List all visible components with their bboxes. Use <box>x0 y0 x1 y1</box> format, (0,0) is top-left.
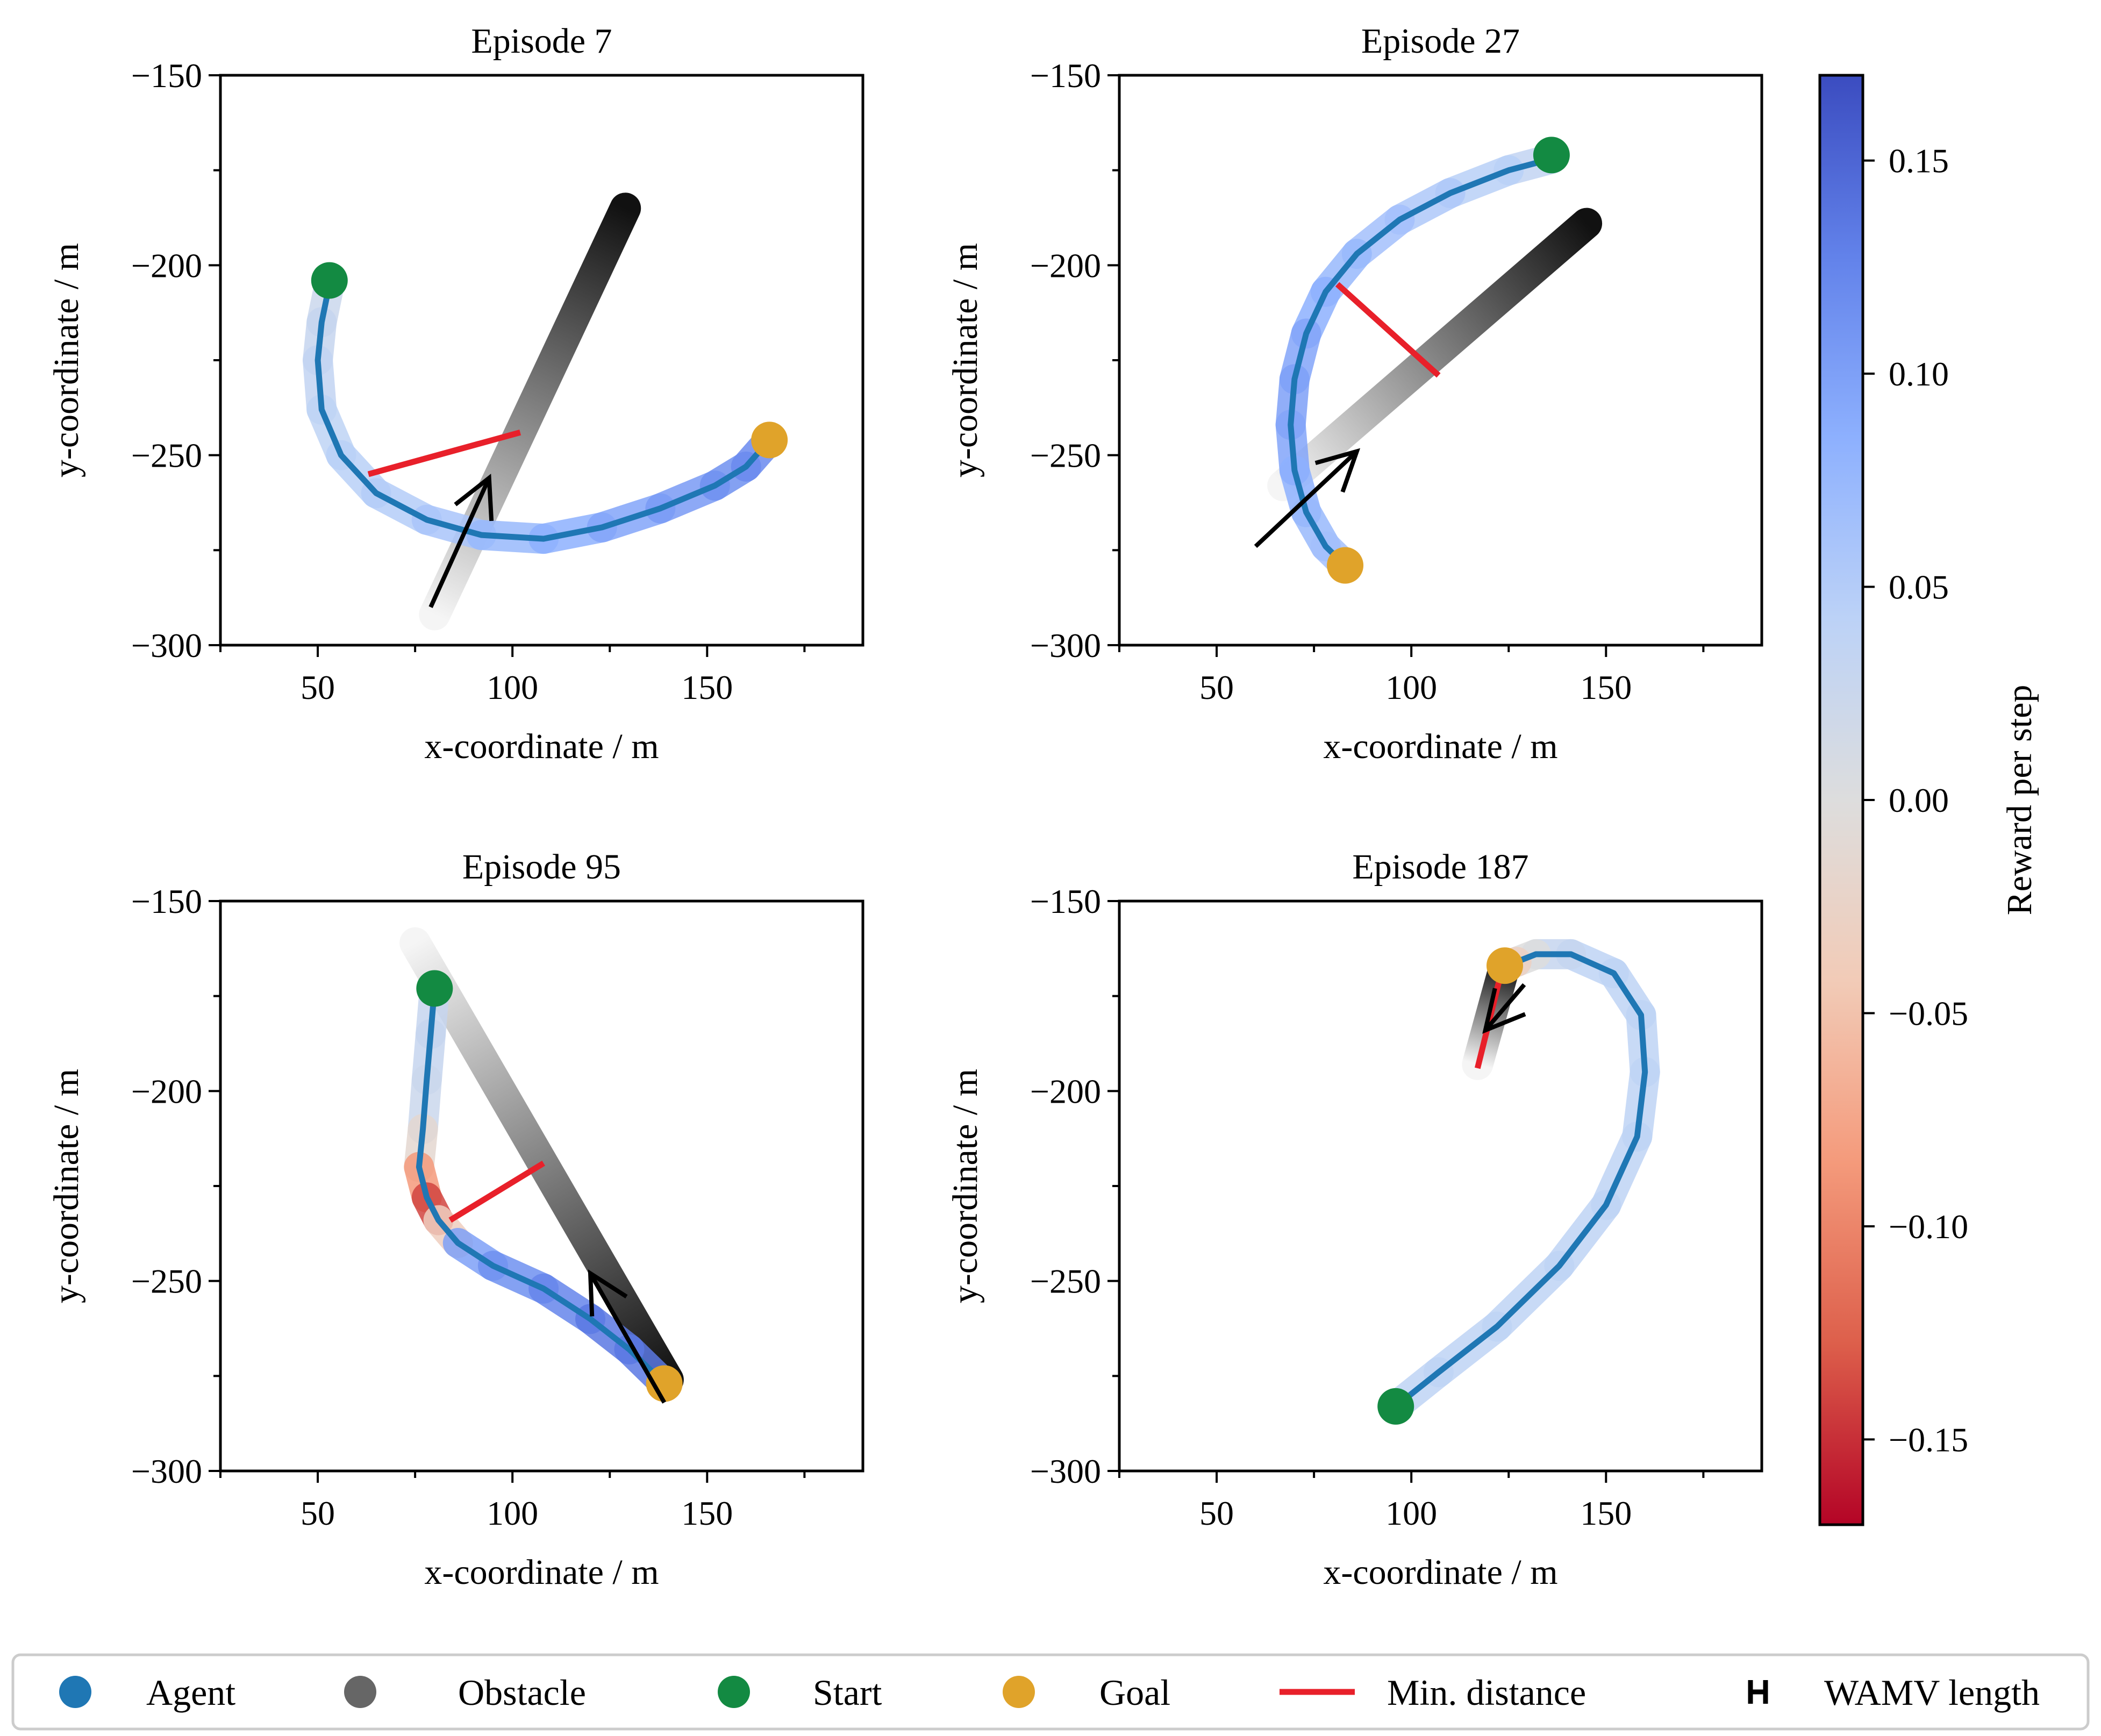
panel-episode-1: 50 100 150 −150 −200 −250 −300 Episode 27 x-coor… <box>946 22 1763 766</box>
colorbar-label: Reward per step <box>2000 685 2039 916</box>
panel-title: Episode 187 <box>1352 847 1528 887</box>
heading-arrowhead <box>1314 448 1361 493</box>
min-distance-line <box>1335 282 1441 378</box>
x-axis-label: x-coordinate / m <box>1323 727 1557 766</box>
y-axis-label: y-coordinate / m <box>946 243 985 477</box>
legend-label: WAMV length <box>1824 1672 2040 1713</box>
x-tick-label: 100 <box>487 1494 538 1532</box>
agent-path <box>1288 156 1555 569</box>
panel-episode-2: 50 100 150 −150 −200 −250 −300 Episode 95 x-coor… <box>47 847 864 1592</box>
panel-title: Episode 7 <box>471 22 612 61</box>
panel-episode-0: 50 100 150 −150 −200 −250 −300 Episode 7 x-coord… <box>47 22 864 766</box>
y-axis-label: y-coordinate / m <box>946 1069 985 1303</box>
heading-arrowhead <box>588 1269 628 1317</box>
legend-marker-2 <box>718 1676 750 1708</box>
x-tick-label: 100 <box>1385 668 1437 706</box>
colorbar-gradient <box>1818 74 1864 1526</box>
legend-label: Goal <box>1099 1672 1170 1713</box>
x-tick-label: 50 <box>1199 668 1234 706</box>
x-tick-label: 100 <box>1385 1494 1437 1532</box>
x-axis-label: x-coordinate / m <box>424 727 659 766</box>
heading-arrow <box>428 477 491 608</box>
y-axis-label: y-coordinate / m <box>47 243 86 477</box>
x-tick-label: 100 <box>487 668 538 706</box>
legend-label: Start <box>813 1672 882 1713</box>
goal-marker <box>646 1365 683 1402</box>
agent-path <box>416 985 668 1387</box>
colorbar-tick-label: 0.15 <box>1889 142 1949 180</box>
x-tick-label: 50 <box>1199 1494 1234 1532</box>
colorbar-tick-label: −0.10 <box>1889 1208 1968 1246</box>
start-marker <box>416 970 453 1007</box>
start-marker <box>1377 1388 1414 1425</box>
heading-arrow <box>1483 983 1526 1032</box>
legend-marker-3 <box>1003 1676 1035 1708</box>
colorbar-tick-label: −0.15 <box>1889 1420 1968 1459</box>
x-tick-label: 150 <box>1580 668 1632 706</box>
x-tick-label: 150 <box>681 1494 733 1532</box>
x-axis-label: x-coordinate / m <box>424 1553 659 1592</box>
legend-marker-1 <box>344 1676 376 1708</box>
legend-marker-0 <box>59 1676 91 1708</box>
x-tick-label: 150 <box>681 668 733 706</box>
heading-arrowhead <box>454 474 494 521</box>
y-axis-label: y-coordinate / m <box>47 1069 86 1303</box>
x-tick-label: 150 <box>1580 1494 1632 1532</box>
y-tick-label: −200 <box>1030 246 1101 284</box>
heading-arrow <box>1254 449 1359 548</box>
y-tick-label: −150 <box>131 882 202 920</box>
x-tick-label: 50 <box>301 668 335 706</box>
x-axis-label: x-coordinate / m <box>1323 1553 1557 1592</box>
heading-arrowhead <box>1482 988 1526 1034</box>
legend-marker-5 <box>1748 1680 1768 1704</box>
plot-area <box>1254 137 1603 584</box>
y-tick-label: −250 <box>1030 437 1101 475</box>
agent-path <box>315 281 773 542</box>
goal-marker <box>1487 947 1523 984</box>
y-tick-label: −200 <box>1030 1072 1101 1110</box>
start-marker <box>311 262 348 299</box>
colorbar-tick-label: 0.00 <box>1889 781 1949 819</box>
y-tick-label: −300 <box>1030 1452 1101 1490</box>
y-tick-label: −150 <box>131 56 202 95</box>
min-distance-line <box>367 429 521 477</box>
panel-title: Episode 95 <box>462 847 621 887</box>
goal-marker <box>1327 547 1364 584</box>
min-distance-line <box>448 1160 545 1223</box>
legend-frame <box>11 1653 2090 1731</box>
legend: Agent Obstacle Start Goal Min. distance WAMV … <box>11 1653 2090 1731</box>
y-tick-label: −300 <box>131 1452 202 1490</box>
colorbar-tick-label: −0.05 <box>1889 994 1968 1032</box>
legend-label: Obstacle <box>458 1672 586 1713</box>
y-tick-label: −250 <box>1030 1262 1101 1301</box>
y-tick-label: −250 <box>131 1262 202 1301</box>
y-tick-label: −300 <box>131 626 202 665</box>
x-tick-label: 50 <box>301 1494 335 1532</box>
plot-area <box>303 192 788 631</box>
colorbar: 0.15 0.10 0.05 0.00 −0.05 −0.10 −0.15 Reward pe… <box>1818 74 2039 1526</box>
plot-area <box>399 927 684 1404</box>
legend-label: Agent <box>146 1672 235 1713</box>
y-tick-label: −150 <box>1030 882 1101 920</box>
y-tick-label: −250 <box>131 437 202 475</box>
start-marker <box>1533 137 1570 174</box>
panel-title: Episode 27 <box>1361 22 1520 61</box>
agent-path <box>1392 951 1648 1410</box>
plot-area <box>1377 939 1660 1425</box>
obstacle <box>1267 208 1603 502</box>
obstacle <box>419 192 641 631</box>
y-tick-label: −200 <box>131 246 202 284</box>
panel-episode-3: 50 100 150 −150 −200 −250 −300 Episode 187 x-coo… <box>946 847 1763 1592</box>
y-tick-label: −150 <box>1030 56 1101 95</box>
legend-label: Min. distance <box>1387 1672 1586 1713</box>
goal-marker <box>751 422 788 459</box>
y-tick-label: −200 <box>131 1072 202 1110</box>
heading-arrow <box>588 1272 667 1404</box>
y-tick-label: −300 <box>1030 626 1101 665</box>
colorbar-tick-label: 0.10 <box>1889 355 1949 393</box>
colorbar-tick-label: 0.05 <box>1889 568 1949 606</box>
